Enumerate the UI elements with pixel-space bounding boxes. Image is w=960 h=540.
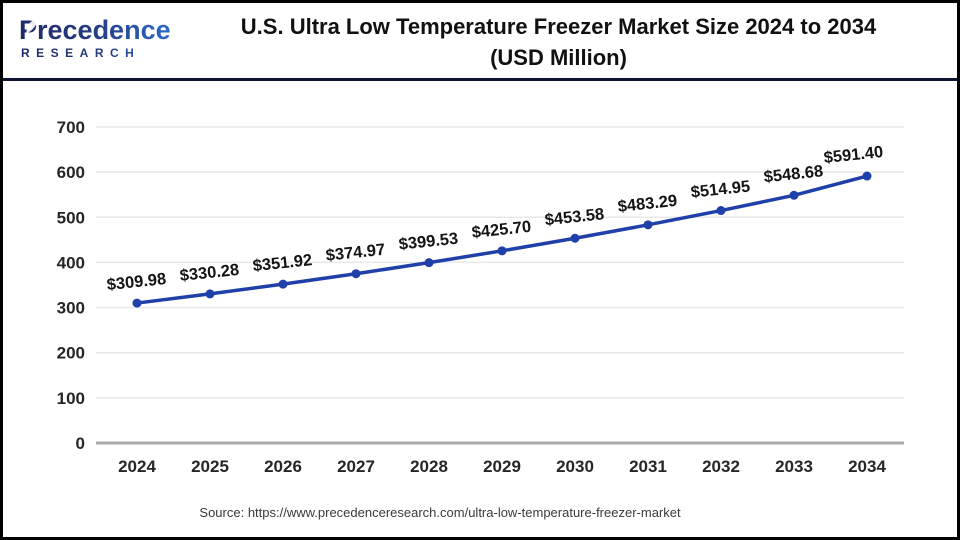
x-tick-label: 2031: [629, 457, 667, 476]
x-tick-label: 2034: [848, 457, 886, 476]
y-tick-label: 0: [76, 434, 85, 453]
data-point: [278, 279, 288, 289]
data-point-label: $591.40: [823, 143, 884, 167]
y-tick-label: 500: [57, 208, 85, 227]
y-tick-label: 700: [57, 118, 85, 137]
data-point-label: $330.28: [179, 261, 240, 285]
chart-title-line2: (USD Million): [490, 45, 627, 70]
data-point: [862, 171, 872, 181]
data-point: [570, 233, 580, 243]
data-point-label: $514.95: [690, 177, 751, 201]
series-line: [135, 174, 869, 305]
data-point: [424, 258, 434, 268]
source-citation: Source: https://www.precedenceresearch.c…: [199, 505, 681, 520]
data-point-label: $425.70: [471, 218, 532, 242]
data-point-label: $351.92: [252, 251, 313, 275]
x-tick-label: 2024: [118, 457, 156, 476]
y-tick-label: 400: [57, 253, 85, 272]
x-tick-label: 2030: [556, 457, 594, 476]
data-point: [351, 269, 361, 279]
logo-subtitle: RESEARCH: [19, 46, 179, 60]
data-point-label: $374.97: [325, 241, 386, 265]
x-tick-label: 2026: [264, 457, 302, 476]
chart-title-line1: U.S. Ultra Low Temperature Freezer Marke…: [240, 14, 877, 39]
chart-title: U.S. Ultra Low Temperature Freezer Marke…: [168, 11, 949, 73]
data-point: [789, 190, 799, 200]
header: Precedence RESEARCH U.S. Ultra Low Tempe…: [3, 3, 957, 81]
data-point: [716, 206, 726, 216]
x-tick-label: 2025: [191, 457, 229, 476]
logo-wordmark: Precedence: [19, 15, 179, 45]
data-point-label: $309.98: [106, 270, 167, 294]
x-tick-label: 2028: [410, 457, 448, 476]
y-tick-label: 100: [57, 389, 85, 408]
data-point: [497, 246, 507, 256]
data-point: [205, 289, 215, 299]
data-point-label: $399.53: [398, 230, 459, 254]
x-tick-label: 2032: [702, 457, 740, 476]
y-tick-label: 600: [57, 163, 85, 182]
x-tick-label: 2033: [775, 457, 813, 476]
data-point-label: $548.68: [763, 162, 824, 186]
x-tick-label: 2027: [337, 457, 375, 476]
data-point: [643, 220, 653, 230]
y-tick-label: 300: [57, 299, 85, 318]
data-point: [132, 298, 142, 308]
data-point-label: $483.29: [617, 192, 678, 216]
precedence-research-logo: Precedence RESEARCH: [19, 15, 179, 60]
y-tick-label: 200: [57, 344, 85, 363]
x-tick-label: 2029: [483, 457, 521, 476]
data-point-label: $453.58: [544, 205, 605, 229]
line-chart: 0 100 200 300 400 500 600 700 2024 2025 2026 2027 20…: [57, 118, 904, 476]
